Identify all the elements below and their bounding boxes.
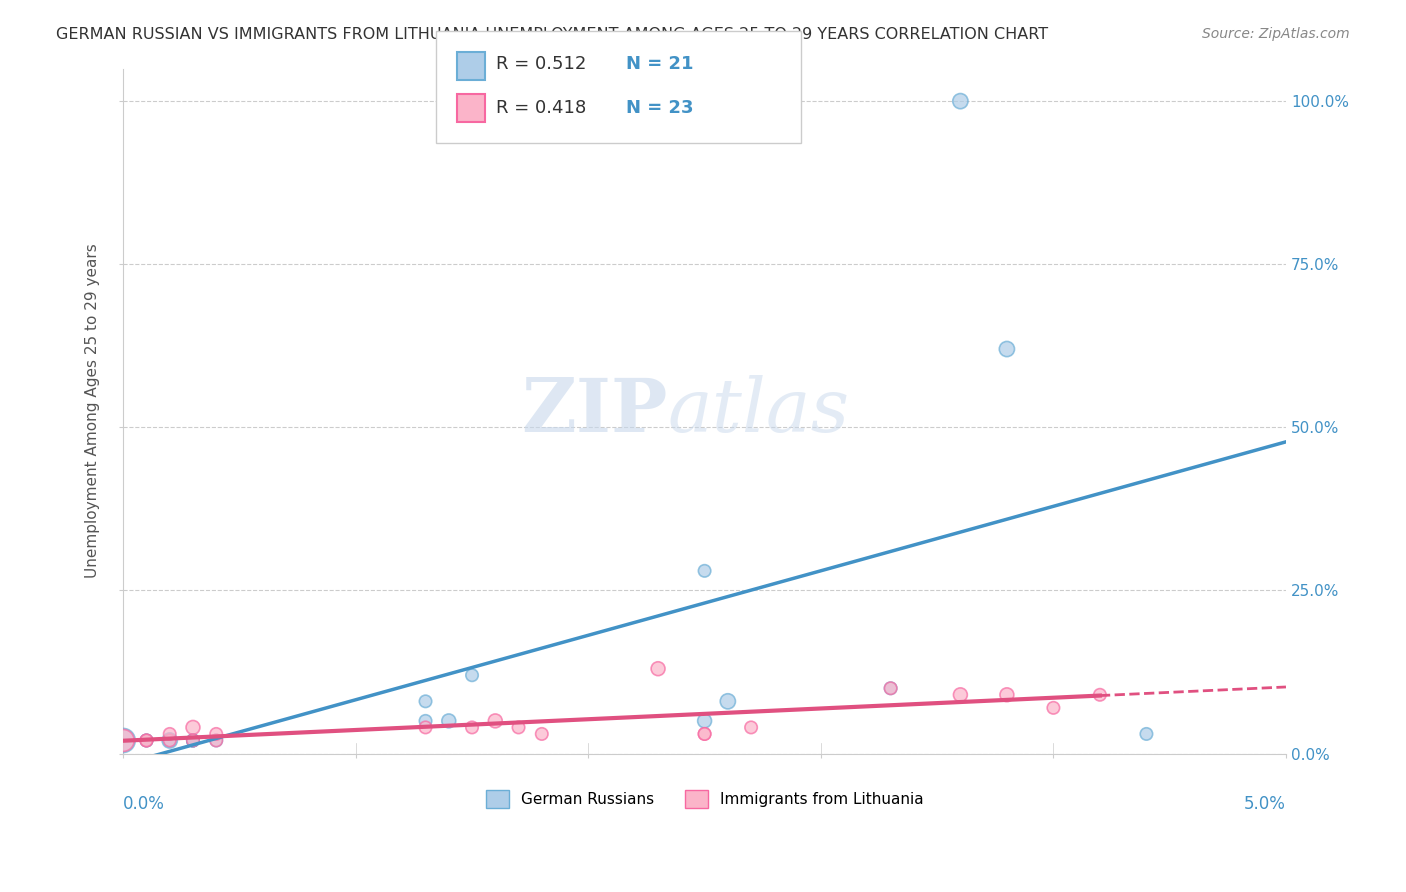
Point <box>205 727 228 741</box>
Point <box>181 720 204 734</box>
Point <box>949 688 972 702</box>
Point <box>879 681 901 696</box>
Text: ZIP: ZIP <box>522 375 668 448</box>
Point <box>484 714 506 728</box>
Point <box>159 733 181 747</box>
Point <box>415 694 437 708</box>
Legend: German Russians, Immigrants from Lithuania: German Russians, Immigrants from Lithuan… <box>479 783 929 814</box>
Point <box>693 564 716 578</box>
Text: R = 0.512: R = 0.512 <box>496 55 586 73</box>
Text: N = 23: N = 23 <box>626 99 693 117</box>
Point <box>135 733 157 747</box>
Point <box>879 681 901 696</box>
Point <box>181 733 204 747</box>
Text: R = 0.418: R = 0.418 <box>496 99 586 117</box>
Point <box>508 720 530 734</box>
Point <box>135 733 157 747</box>
Point <box>461 720 484 734</box>
Point <box>461 668 484 682</box>
Point <box>693 727 716 741</box>
Point <box>205 733 228 747</box>
Point <box>995 688 1018 702</box>
Point <box>112 733 135 747</box>
Point <box>135 733 157 747</box>
Text: 0.0%: 0.0% <box>124 795 165 813</box>
Text: N = 21: N = 21 <box>626 55 693 73</box>
Point <box>181 733 204 747</box>
Point <box>159 733 181 747</box>
Point <box>995 342 1018 356</box>
Text: Source: ZipAtlas.com: Source: ZipAtlas.com <box>1202 27 1350 41</box>
Point <box>181 733 204 747</box>
Point <box>112 733 135 747</box>
Text: 5.0%: 5.0% <box>1244 795 1286 813</box>
Text: atlas: atlas <box>668 375 849 447</box>
Point <box>693 727 716 741</box>
Point <box>205 733 228 747</box>
Point <box>181 733 204 747</box>
Text: GERMAN RUSSIAN VS IMMIGRANTS FROM LITHUANIA UNEMPLOYMENT AMONG AGES 25 TO 29 YEA: GERMAN RUSSIAN VS IMMIGRANTS FROM LITHUA… <box>56 27 1049 42</box>
Point <box>181 733 204 747</box>
Point <box>415 720 437 734</box>
Point <box>159 727 181 741</box>
Point <box>415 714 437 728</box>
Point <box>717 694 740 708</box>
Point <box>1042 701 1064 715</box>
Point <box>740 720 762 734</box>
Y-axis label: Unemployment Among Ages 25 to 29 years: Unemployment Among Ages 25 to 29 years <box>86 244 100 578</box>
Point <box>530 727 553 741</box>
Point <box>647 662 669 676</box>
Point <box>159 733 181 747</box>
Point <box>1088 688 1111 702</box>
Point <box>1135 727 1157 741</box>
Point <box>949 94 972 108</box>
Point <box>437 714 460 728</box>
Point <box>135 733 157 747</box>
Point <box>693 714 716 728</box>
